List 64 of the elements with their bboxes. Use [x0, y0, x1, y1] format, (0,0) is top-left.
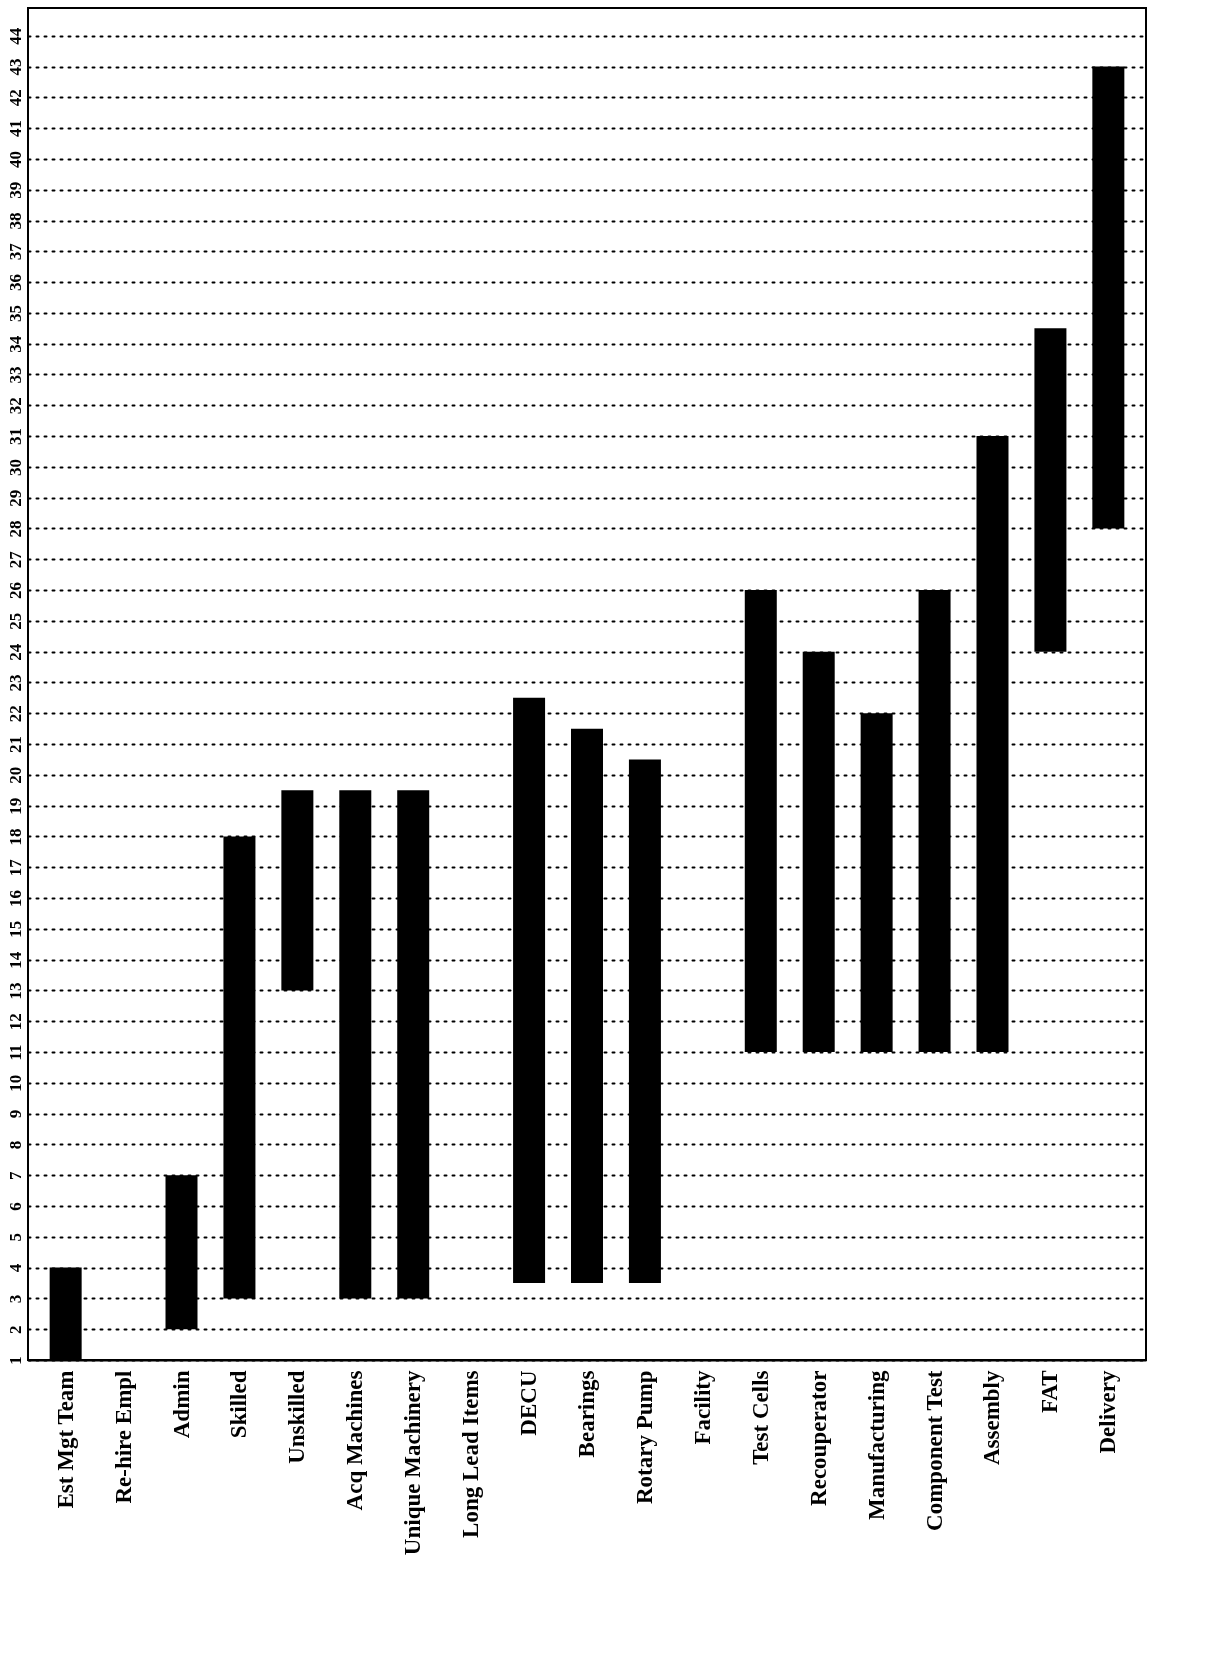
x-tick-label: Assembly	[979, 1370, 1005, 1466]
x-tick-label: Rotary Pump	[631, 1370, 657, 1505]
y-tick-label: 42	[5, 89, 25, 107]
x-tick-label: Component Test	[921, 1370, 947, 1531]
y-tick-label: 15	[5, 920, 25, 938]
y-tick-label: 37	[5, 242, 25, 261]
y-tick-label: 18	[5, 828, 25, 846]
y-tick-label: 9	[5, 1109, 25, 1119]
y-tick-label: 34	[5, 335, 25, 353]
y-tick-label: 41	[5, 120, 25, 138]
y-tick-label: 31	[5, 428, 25, 446]
x-tick-label: Facility	[689, 1370, 715, 1445]
x-tick-label: Re-hire Empl	[110, 1370, 136, 1504]
y-tick-label: 39	[5, 181, 25, 199]
y-tick-label: 43	[5, 58, 25, 76]
y-tick-label: 2	[5, 1325, 25, 1334]
y-tick-label: 25	[5, 612, 25, 630]
x-tick-label: Delivery	[1095, 1370, 1121, 1454]
y-tick-label: 24	[5, 643, 25, 661]
y-tick-label: 7	[5, 1170, 25, 1180]
x-tick-label: FAT	[1037, 1370, 1063, 1414]
y-tick-label: 22	[5, 705, 25, 723]
y-tick-label: 23	[5, 674, 25, 692]
y-tick-label: 6	[5, 1202, 25, 1211]
y-tick-label: 1	[5, 1356, 25, 1365]
bar	[513, 697, 546, 1284]
y-tick-label: 28	[5, 520, 25, 538]
y-tick-label: 38	[5, 212, 25, 230]
y-tick-label: 19	[5, 797, 25, 815]
y-tick-label: 16	[5, 890, 25, 908]
x-tick-label: DECU	[516, 1370, 542, 1436]
y-tick-label: 21	[5, 736, 25, 754]
x-tick-label: Unique Machinery	[400, 1370, 426, 1556]
y-tick-label: 12	[5, 1013, 25, 1031]
y-tick-label: 20	[5, 766, 25, 784]
y-tick-label: 14	[5, 951, 25, 969]
x-tick-label: Unskilled	[284, 1370, 310, 1464]
x-tick-label: Skilled	[226, 1370, 252, 1439]
y-tick-label: 27	[5, 550, 25, 569]
y-tick-label: 29	[5, 489, 25, 507]
x-tick-label: Manufacturing	[863, 1370, 889, 1520]
y-tick-label: 3	[5, 1294, 25, 1304]
y-tick-label: 36	[5, 274, 25, 292]
x-tick-label: Long Lead Items	[458, 1370, 484, 1538]
y-tick-label: 10	[5, 1074, 25, 1092]
x-tick-label: Admin	[168, 1370, 194, 1439]
y-tick-label: 44	[5, 27, 25, 45]
y-tick-label: 8	[5, 1140, 25, 1150]
y-tick-label: 11	[5, 1044, 25, 1061]
y-tick-label: 35	[5, 304, 25, 322]
y-tick-label: 30	[5, 458, 25, 476]
y-tick-label: 13	[5, 982, 25, 1000]
y-tick-label: 26	[5, 582, 25, 600]
y-tick-label: 40	[5, 150, 25, 168]
x-tick-label: Recouperator	[805, 1370, 831, 1506]
y-tick-label: 17	[5, 858, 25, 877]
y-tick-label: 32	[5, 397, 25, 415]
x-tick-label: Bearings	[574, 1370, 599, 1458]
y-tick-label: 4	[5, 1263, 25, 1273]
y-tick-label: 5	[5, 1233, 25, 1242]
x-tick-label: Test Cells	[747, 1370, 773, 1465]
x-tick-label: Est Mgt Team	[52, 1370, 78, 1509]
y-tick-label: 33	[5, 366, 25, 384]
x-tick-label: Acq Machines	[342, 1370, 368, 1511]
